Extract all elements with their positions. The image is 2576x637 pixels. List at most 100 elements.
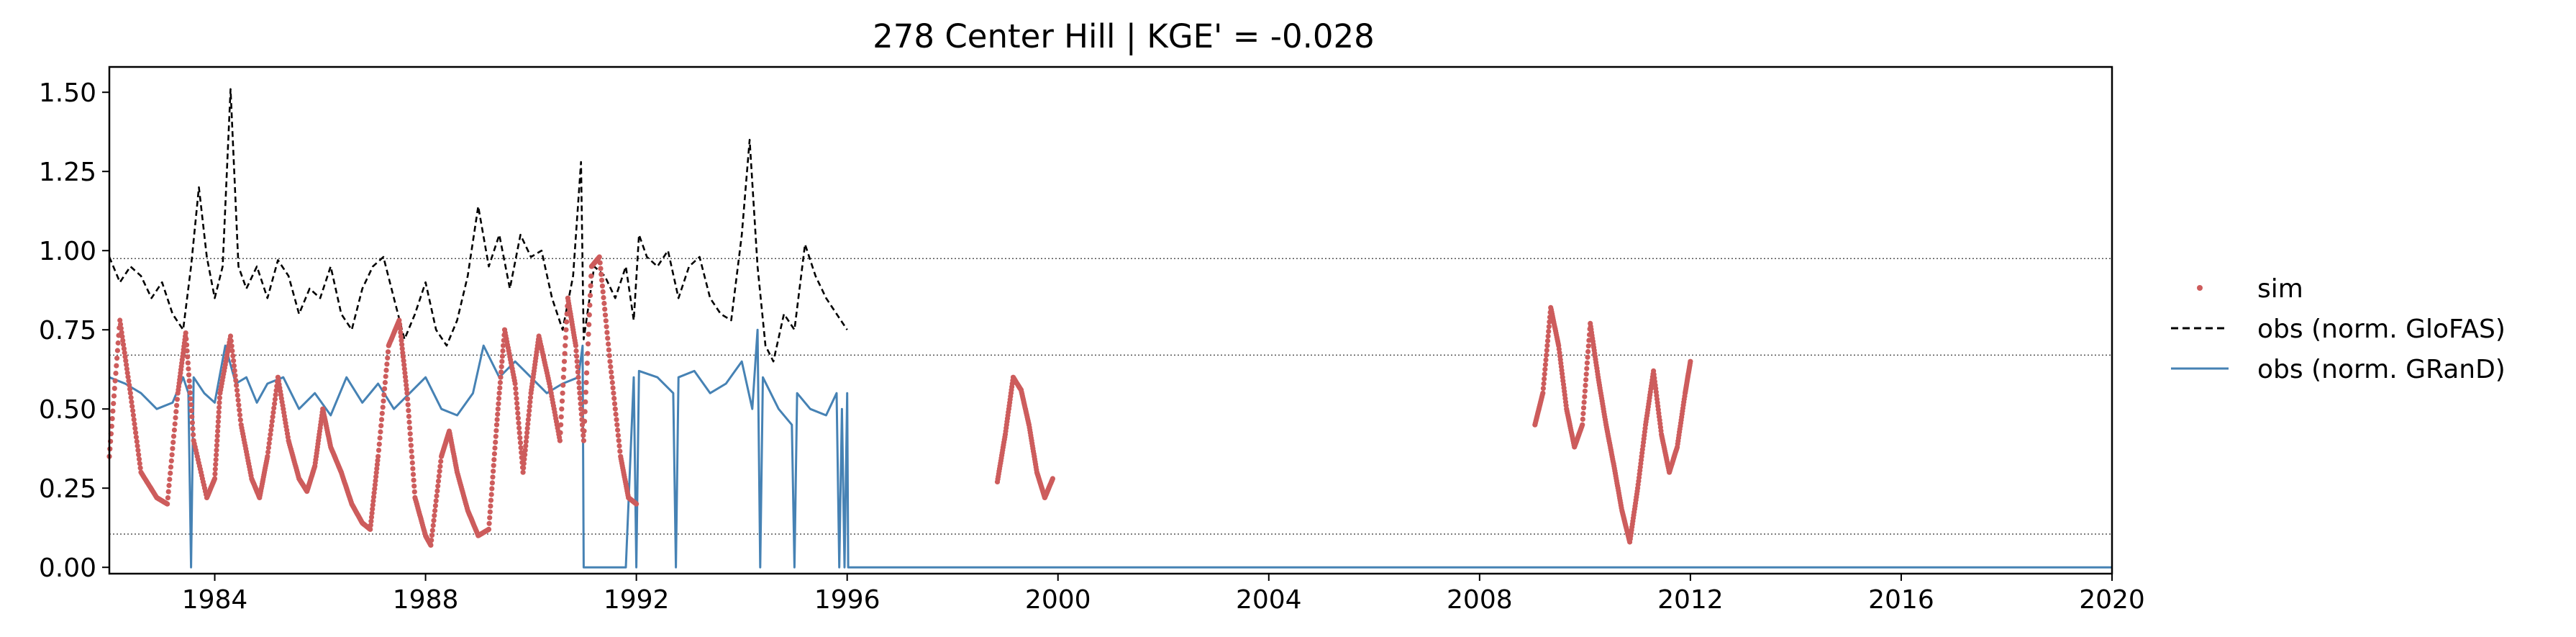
sim-point [1541, 381, 1547, 387]
y-tick-label: 1.25 [39, 158, 96, 187]
sim-point [216, 410, 222, 415]
sim-point [399, 342, 405, 348]
sim-point [521, 461, 527, 466]
sim-point [187, 390, 193, 396]
sim-point [383, 367, 389, 373]
x-tick-label: 2004 [1236, 585, 1302, 615]
sim-point [405, 402, 411, 407]
sim-point [407, 425, 413, 431]
sim-point [613, 411, 619, 417]
chart-title: 278 Center Hill | KGE' = -0.028 [873, 17, 1375, 55]
sim-point [488, 497, 494, 503]
sim-point [495, 406, 501, 412]
sim-point [615, 427, 621, 433]
sim-point [1580, 416, 1585, 423]
sim-point [120, 338, 126, 343]
sim-point [581, 428, 587, 434]
sim-point [171, 427, 177, 433]
sim-point [372, 482, 378, 488]
sim-point [130, 412, 136, 418]
sim-point [370, 506, 376, 512]
sim-point [560, 390, 565, 396]
sim-point [268, 432, 273, 438]
sim-point [410, 466, 416, 471]
sim-point [188, 402, 194, 407]
sim-point [377, 435, 383, 441]
sim-point [115, 340, 121, 346]
sim-point [1580, 422, 1585, 428]
sim-point [1547, 319, 1552, 325]
sim-point [215, 423, 221, 430]
sim-point [1546, 324, 1552, 330]
sim-point [111, 393, 117, 399]
sim-point [404, 387, 409, 392]
sim-point [190, 426, 196, 432]
sim-point [272, 397, 278, 402]
sim-point [165, 501, 170, 507]
sim-point [575, 369, 581, 375]
sim-point [435, 483, 441, 489]
sim-point [166, 482, 172, 489]
sim-point [129, 399, 135, 405]
sim-point [560, 374, 566, 380]
sim-point [385, 349, 391, 355]
legend: sim obs (norm. GloFAS) obs (norm. GRanD) [2171, 274, 2506, 384]
sim-point [491, 469, 496, 474]
sim-point [574, 353, 580, 359]
sim-point [1540, 390, 1546, 396]
sim-point [497, 385, 503, 391]
sim-point [558, 422, 564, 428]
series-grand-line [109, 328, 2112, 569]
sim-point [189, 420, 195, 425]
sim-point [270, 410, 276, 415]
sim-point [174, 402, 180, 408]
sim-point [368, 523, 373, 528]
sim-point [524, 425, 530, 431]
sim-point [217, 395, 222, 401]
sim-point [499, 353, 506, 359]
legend-label: obs (norm. GloFAS) [2257, 315, 2506, 344]
sim-point [237, 412, 243, 418]
sim-point [385, 355, 391, 361]
sim-point [494, 417, 500, 423]
sim-point [114, 356, 120, 361]
sim-point [557, 438, 563, 443]
sim-point [401, 366, 407, 372]
sim-point [516, 430, 522, 436]
sim-point [615, 433, 622, 438]
sim-point [515, 415, 522, 421]
sim-point [185, 360, 191, 366]
sim-point [407, 431, 413, 437]
sim-point [216, 414, 222, 420]
legend-item-0: sim [2197, 274, 2303, 304]
sim-point [368, 514, 375, 520]
y-tick-label: 1.00 [39, 237, 96, 266]
sim-point [491, 457, 497, 463]
sim-point [431, 518, 437, 523]
sim-point [588, 283, 593, 289]
sim-point [430, 523, 436, 528]
sim-point [383, 374, 388, 379]
sim-point [132, 421, 137, 427]
sim-point [170, 440, 176, 446]
sim-point [1583, 377, 1589, 383]
sim-point [1580, 405, 1587, 411]
sim-point [127, 382, 132, 388]
sim-point [521, 465, 527, 471]
sim-point [213, 457, 219, 463]
y-axis: 0.00 0.25 0.50 0.75 1.00 1.25 1.50 [39, 78, 109, 583]
sim-point [634, 501, 640, 507]
sim-point [524, 430, 530, 435]
sim-point [495, 411, 501, 417]
sim-point [168, 470, 173, 476]
x-tick-label: 2016 [1868, 585, 1934, 615]
sim-point [1544, 338, 1551, 344]
sim-point [118, 325, 124, 331]
sim-point [379, 410, 385, 416]
sim-point [109, 423, 114, 429]
sim-point [376, 453, 381, 459]
sim-point [124, 366, 129, 372]
sim-point [401, 358, 406, 363]
sim-point [173, 415, 178, 421]
sim-point [113, 371, 119, 376]
